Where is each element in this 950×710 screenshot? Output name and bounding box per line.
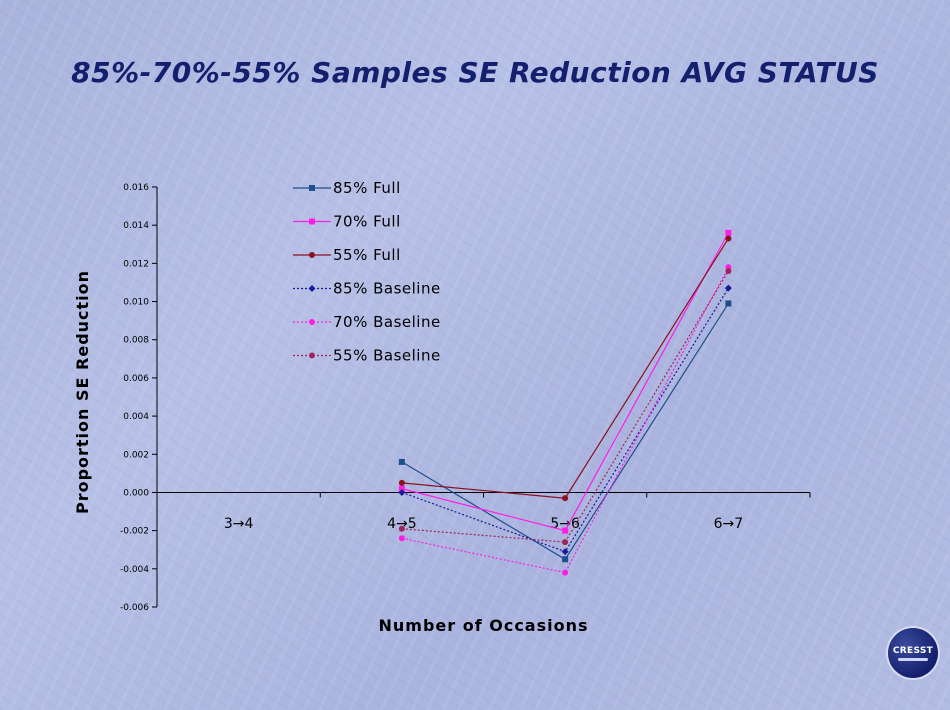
logo-wave-icon [898,657,928,661]
plot-area: 0.016 0.014 0.012 0.010 0.008 0.006 0.004 0.002… [120,183,811,613]
x-tick-label: 4→5 [387,516,417,532]
data-point [562,569,569,576]
logo-text: CRESST [892,645,934,656]
x-tick-label: 5→6 [550,516,580,532]
x-tick-label: 3→4 [224,516,254,532]
data-point [398,458,405,465]
legend-label: 55% Full [333,246,401,264]
legend-label: 70% Baseline [333,313,441,331]
y-tick-label: -0.002 [120,527,149,537]
data-point [398,479,405,486]
legend-label: 55% Baseline [333,347,441,365]
series-line-4 [401,287,729,553]
legend-marker [309,319,315,325]
data-point [562,556,569,563]
data-point [561,548,569,556]
data-point [725,229,732,236]
x-tick-label: 6→7 [714,516,744,532]
series-line-5 [401,266,729,574]
slide-title: 85%-70%-55% Samples SE Reduction AVG STA… [71,56,879,89]
legend-label: 85% Full [333,179,401,197]
y-tick-label: 0.000 [123,488,149,498]
y-axis-title: Proportion SE Reduction [73,270,92,514]
legend: 85% Full 70% Full 55% Full 85% Baseline 70% … [293,179,441,365]
data-point [398,488,406,496]
data-point [725,268,732,274]
data-point [398,535,405,542]
y-tick-label: 0.006 [123,374,149,384]
y-tick-label: 0.010 [123,298,149,308]
data-point [562,495,569,502]
legend-label: 85% Baseline [333,280,441,298]
data-point [725,235,732,242]
y-tick-label: 0.002 [123,450,149,460]
data-point [724,284,732,292]
legend-marker [308,285,316,292]
legend-marker [309,185,315,191]
data-point [562,527,569,534]
legend-marker [309,252,315,258]
y-tick-label: -0.006 [120,603,149,613]
series-line-2 [401,232,729,532]
legend-marker [309,352,315,359]
y-tick-label: 0.014 [123,221,149,231]
legend-marker [309,218,315,225]
y-tick-label: 0.016 [123,183,149,193]
y-tick-label: -0.004 [120,565,149,575]
series-line-3 [401,238,729,499]
cresst-logo: CRESST [888,628,938,678]
data-point [562,539,569,546]
y-tick-label: 0.004 [123,412,149,422]
data-point [725,300,732,307]
y-tick-label: 0.008 [123,336,149,346]
y-tick-label: 0.012 [123,259,149,269]
x-axis-title: Number of Occasions [378,616,588,635]
data-point [398,525,405,532]
data-point [398,485,405,492]
legend-label: 70% Full [333,213,401,231]
